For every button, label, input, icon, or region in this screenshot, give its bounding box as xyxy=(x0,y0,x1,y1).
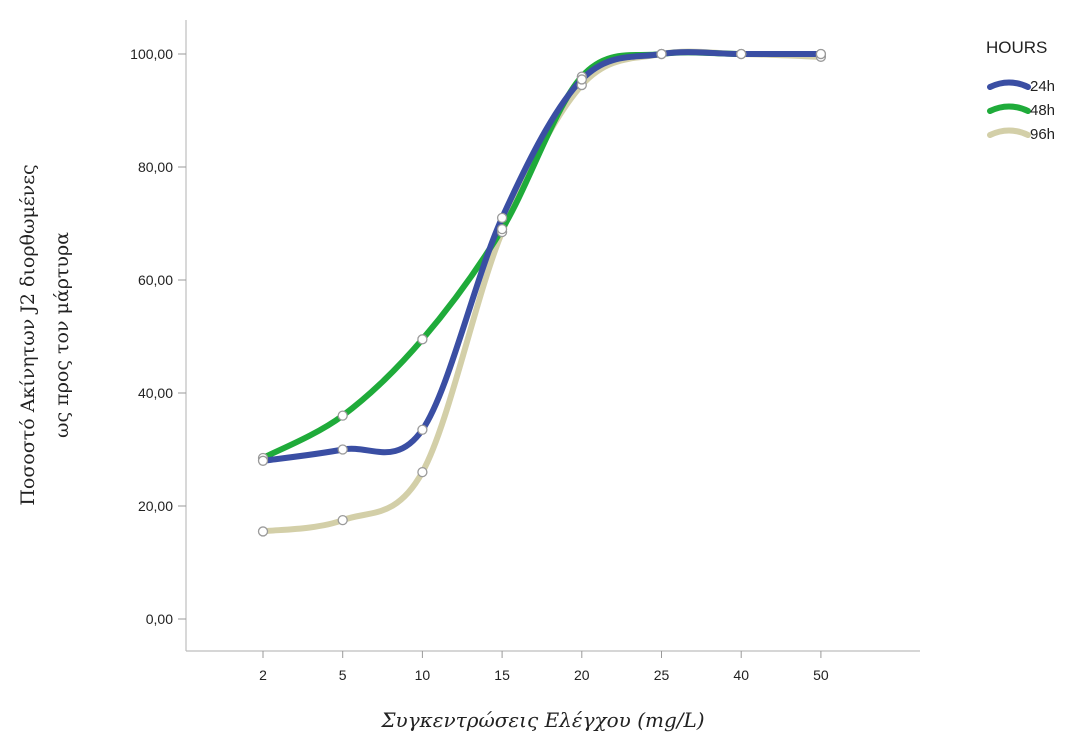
y-tick-label: 40,00 xyxy=(138,385,173,401)
y-axis-title-line-2: ως προς τον μάρτυρα xyxy=(51,232,73,438)
axes xyxy=(185,20,920,652)
data-point-96h xyxy=(337,514,348,526)
y-axis-title: Ποσοστό Ακίνητων J2 διορθωμένες ως προς … xyxy=(17,164,73,505)
x-tick-label: 20 xyxy=(574,667,590,683)
data-point-24h xyxy=(656,48,667,60)
data-point-24h xyxy=(576,74,587,85)
x-tick-label: 10 xyxy=(415,667,431,683)
legend-swatch-48h xyxy=(987,103,1031,114)
data-point-24h xyxy=(337,444,348,455)
legend-swatch-96h xyxy=(987,127,1031,138)
data-point-48h xyxy=(417,334,428,345)
y-axis-title-line-1: Ποσοστό Ακίνητων J2 διορθωμένες xyxy=(17,164,39,505)
y-tick-label: 60,00 xyxy=(138,272,173,288)
data-point-48h xyxy=(337,410,348,421)
data-point-96h xyxy=(417,466,428,478)
y-tick-label: 0,00 xyxy=(146,611,173,627)
legend-title: HOURS xyxy=(986,38,1047,57)
x-ticks: 2 5 10 15 20 25 40 50 xyxy=(259,651,829,683)
y-ticks: 0,00 20,00 40,00 60,00 80,00 100,00 xyxy=(130,46,186,627)
y-tick-label: 80,00 xyxy=(138,159,173,175)
data-point-24h xyxy=(417,424,428,435)
legend-label-96h: 96h xyxy=(1030,126,1055,143)
data-point-24h xyxy=(815,48,827,60)
legend-label-24h: 24h xyxy=(1030,78,1055,95)
legend-label-48h: 48h xyxy=(1030,102,1055,119)
x-axis-title: Συγκεντρώσεις Ελέγχου (mg/L) xyxy=(380,708,704,732)
x-tick-label: 5 xyxy=(339,667,347,683)
y-tick-label: 20,00 xyxy=(138,498,173,514)
data-point-24h xyxy=(736,48,747,60)
legend-swatch-24h xyxy=(987,79,1031,90)
x-tick-label: 15 xyxy=(494,667,510,683)
legend: HOURS 24h 48h 96h xyxy=(986,38,1055,143)
x-tick-label: 25 xyxy=(654,667,670,683)
data-point-24h xyxy=(496,212,508,224)
series-line-24h xyxy=(260,49,824,464)
x-tick-label: 2 xyxy=(259,667,267,683)
x-tick-label: 50 xyxy=(813,667,829,683)
x-tick-label: 40 xyxy=(733,667,749,683)
y-tick-label: 100,00 xyxy=(130,46,173,62)
series-layer xyxy=(260,48,824,535)
series-line-96h xyxy=(260,48,824,535)
points-layer xyxy=(257,48,827,537)
data-point-48h xyxy=(496,223,508,235)
data-point-96h xyxy=(257,526,269,537)
data-point-24h xyxy=(257,455,269,466)
series-line-48h xyxy=(260,49,824,461)
